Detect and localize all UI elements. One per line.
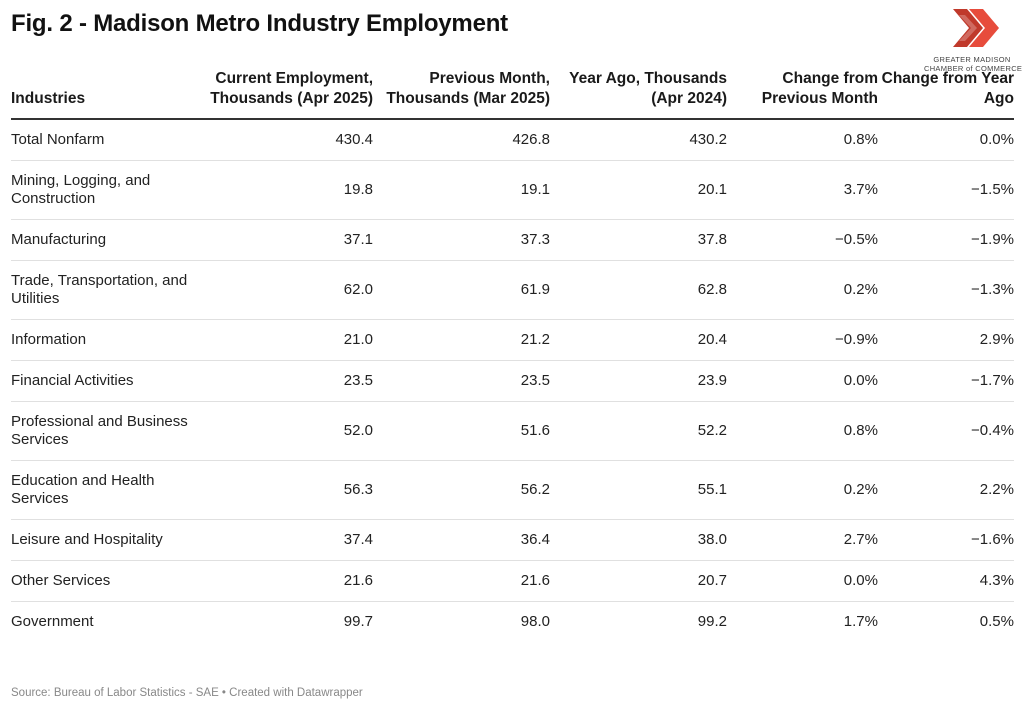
- page-title: Fig. 2 - Madison Metro Industry Employme…: [11, 10, 508, 37]
- year-ago-cell: 62.8: [550, 260, 727, 320]
- change-month-cell: 1.7%: [843, 613, 878, 630]
- year-ago-cell: 55.1: [550, 460, 727, 520]
- previous-month-cell: 19.1: [373, 160, 550, 220]
- previous-month-cell: 426.8: [373, 119, 550, 161]
- col-header-previous-month: Previous Month, Thousands (Mar 2025): [373, 65, 550, 120]
- industry-cell: Education and Health Services: [11, 460, 191, 520]
- table-row: Mining, Logging, and Construction 19.8 1…: [11, 160, 1014, 220]
- current-cell: 56.3: [191, 460, 373, 520]
- table-row: Total Nonfarm 430.4 426.8 430.2 0.8% 0.0…: [11, 119, 1014, 161]
- change-month-cell: 0.0%: [727, 360, 878, 402]
- current-cell: 99.7: [343, 613, 373, 630]
- table-row: Professional and Business Services 52.0 …: [11, 401, 1014, 461]
- change-month-cell: 0.0%: [727, 560, 878, 602]
- year-ago-cell: 20.7: [550, 560, 727, 602]
- previous-month-cell: 36.4: [373, 519, 550, 561]
- change-month-cell: 0.8%: [727, 119, 878, 161]
- previous-month-cell: 61.9: [373, 260, 550, 320]
- year-ago-cell: 38.0: [550, 519, 727, 561]
- change-month-cell: 0.8%: [727, 401, 878, 461]
- chamber-logo: GREATER MADISON CHAMBER of COMMERCE: [924, 7, 1022, 73]
- change-month-cell: 3.7%: [727, 160, 878, 220]
- previous-month-cell: 98.0: [520, 613, 550, 630]
- change-month-cell: −0.9%: [727, 319, 878, 361]
- current-cell: 21.6: [191, 560, 373, 602]
- change-year-cell: 4.3%: [878, 560, 1014, 602]
- current-cell: 37.1: [191, 219, 373, 261]
- industry-cell: Information: [11, 319, 191, 361]
- col-header-change-month: Change from Previous Month: [727, 65, 878, 120]
- change-year-cell: −0.4%: [878, 401, 1014, 461]
- previous-month-cell: 21.6: [373, 560, 550, 602]
- year-ago-cell: 99.2: [697, 613, 727, 630]
- col-header-change-year: Change from Year Ago: [878, 65, 1014, 120]
- year-ago-cell: 20.4: [550, 319, 727, 361]
- chevron-arrows-icon: [953, 9, 999, 47]
- change-year-cell: −1.6%: [878, 519, 1014, 561]
- year-ago-cell: 430.2: [550, 119, 727, 161]
- change-year-cell: −1.5%: [878, 160, 1014, 220]
- table-header-row: Industries Current Employment, Thousands…: [11, 65, 1014, 120]
- industry-cell: Financial Activities: [11, 360, 191, 402]
- table-row: Information 21.0 21.2 20.4 −0.9% 2.9%: [11, 319, 1014, 361]
- current-cell: 21.0: [191, 319, 373, 361]
- source-note: Source: Bureau of Labor Statistics - SAE…: [11, 687, 363, 699]
- change-month-cell: 0.2%: [727, 460, 878, 520]
- current-cell: 62.0: [191, 260, 373, 320]
- year-ago-cell: 20.1: [550, 160, 727, 220]
- year-ago-cell: 23.9: [550, 360, 727, 402]
- col-header-year-ago: Year Ago, Thousands (Apr 2024): [550, 65, 727, 120]
- table-row: Education and Health Services 56.3 56.2 …: [11, 460, 1014, 520]
- logo-line-1: GREATER MADISON: [933, 55, 1011, 64]
- employment-table: Industries Current Employment, Thousands…: [11, 65, 1014, 642]
- previous-month-cell: 56.2: [373, 460, 550, 520]
- previous-month-cell: 21.2: [373, 319, 550, 361]
- industry-cell: Mining, Logging, and Construction: [11, 160, 191, 220]
- current-cell: 52.0: [191, 401, 373, 461]
- year-ago-cell: 37.8: [550, 219, 727, 261]
- col-header-industries: Industries: [11, 65, 191, 120]
- table-row: Leisure and Hospitality 37.4 36.4 38.0 2…: [11, 519, 1014, 561]
- previous-month-cell: 23.5: [373, 360, 550, 402]
- change-year-cell: −1.9%: [878, 219, 1014, 261]
- change-year-cell: 0.5%: [979, 613, 1014, 630]
- industry-cell: Total Nonfarm: [11, 119, 191, 161]
- current-cell: 430.4: [191, 119, 373, 161]
- year-ago-cell: 52.2: [550, 401, 727, 461]
- change-year-cell: −1.3%: [878, 260, 1014, 320]
- industry-cell: Professional and Business Services: [11, 401, 191, 461]
- change-year-cell: 2.9%: [878, 319, 1014, 361]
- table-row: Financial Activities 23.5 23.5 23.9 0.0%…: [11, 360, 1014, 402]
- current-cell: 37.4: [191, 519, 373, 561]
- industry-cell: Leisure and Hospitality: [11, 519, 191, 561]
- table-row: Government 99.7 98.0 99.2 1.7% 0.5%: [11, 602, 1014, 643]
- industry-cell: Other Services: [11, 560, 191, 602]
- change-year-cell: 2.2%: [878, 460, 1014, 520]
- industry-cell: Trade, Transportation, and Utilities: [11, 260, 191, 320]
- table-row: Manufacturing 37.1 37.3 37.8 −0.5% −1.9%: [11, 219, 1014, 261]
- change-year-cell: −1.7%: [878, 360, 1014, 402]
- change-month-cell: −0.5%: [727, 219, 878, 261]
- change-year-cell: 0.0%: [878, 119, 1014, 161]
- industry-cell: Manufacturing: [11, 219, 191, 261]
- table-row: Trade, Transportation, and Utilities 62.…: [11, 260, 1014, 320]
- change-month-cell: 2.7%: [727, 519, 878, 561]
- col-header-current: Current Employment, Thousands (Apr 2025): [191, 65, 373, 120]
- previous-month-cell: 51.6: [373, 401, 550, 461]
- previous-month-cell: 37.3: [373, 219, 550, 261]
- table-row: Other Services 21.6 21.6 20.7 0.0% 4.3%: [11, 560, 1014, 602]
- industry-cell: Government: [11, 613, 94, 630]
- current-cell: 19.8: [191, 160, 373, 220]
- current-cell: 23.5: [191, 360, 373, 402]
- change-month-cell: 0.2%: [727, 260, 878, 320]
